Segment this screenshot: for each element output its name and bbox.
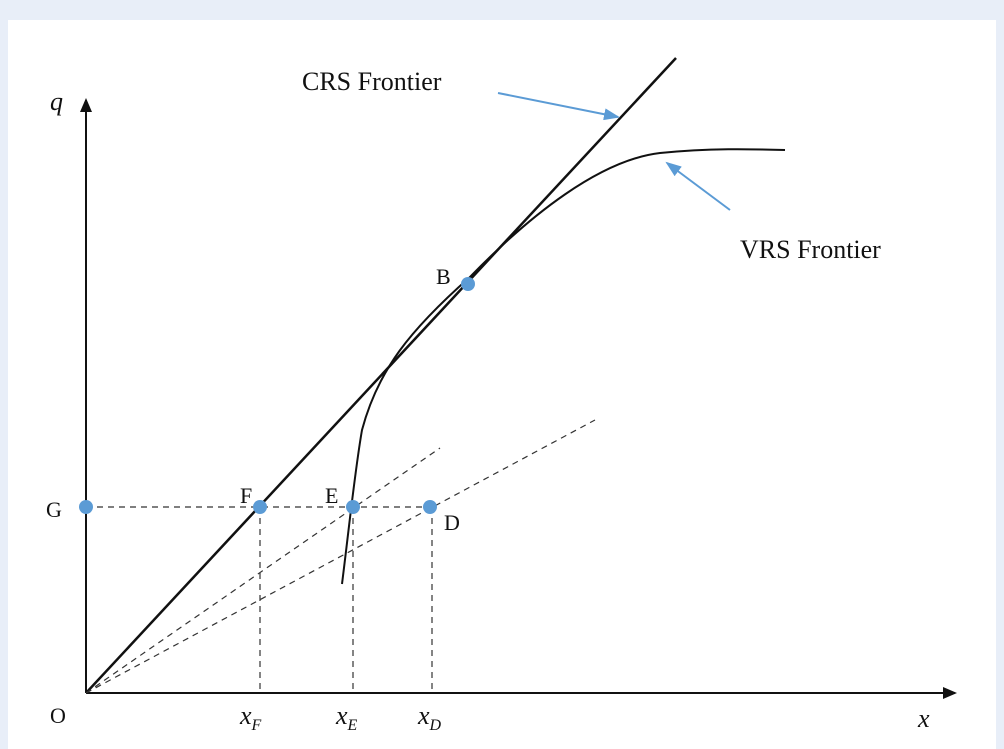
tick-label-xD: xD [417,701,442,734]
point-label-G: G [46,497,62,522]
ray-to-D-dashed [85,419,596,694]
y-axis-label: q [50,87,63,116]
tick-xE-base: x [335,701,348,730]
crs-pointer-arrow [497,92,620,121]
point-label-B: B [436,264,451,289]
point-label-F: F [240,483,252,508]
point-F [253,500,267,514]
tick-label-xF: xF [239,701,262,734]
point-B [461,277,475,291]
origin-label: O [50,703,66,728]
ray-to-E-dashed [85,447,441,694]
tick-xE-sub: E [347,717,358,734]
tick-xD-base: x [417,701,430,730]
point-label-D: D [444,510,460,535]
vrs-frontier-label: VRS Frontier [740,235,881,264]
point-D [423,500,437,514]
tick-xF-sub: F [251,717,262,734]
point-E [346,500,360,514]
figure-panel [8,20,996,749]
point-label-E: E [325,483,338,508]
x-axis-label: x [917,704,930,733]
tick-xF-base: x [239,701,252,730]
crs-frontier-line [85,57,677,694]
point-G [79,500,93,514]
crs-frontier-label: CRS Frontier [302,67,442,96]
vrs-pointer-arrow [665,161,731,211]
vrs-frontier-curve [341,148,786,585]
tick-xD-sub: D [429,717,442,734]
tick-label-xE: xE [335,701,358,734]
